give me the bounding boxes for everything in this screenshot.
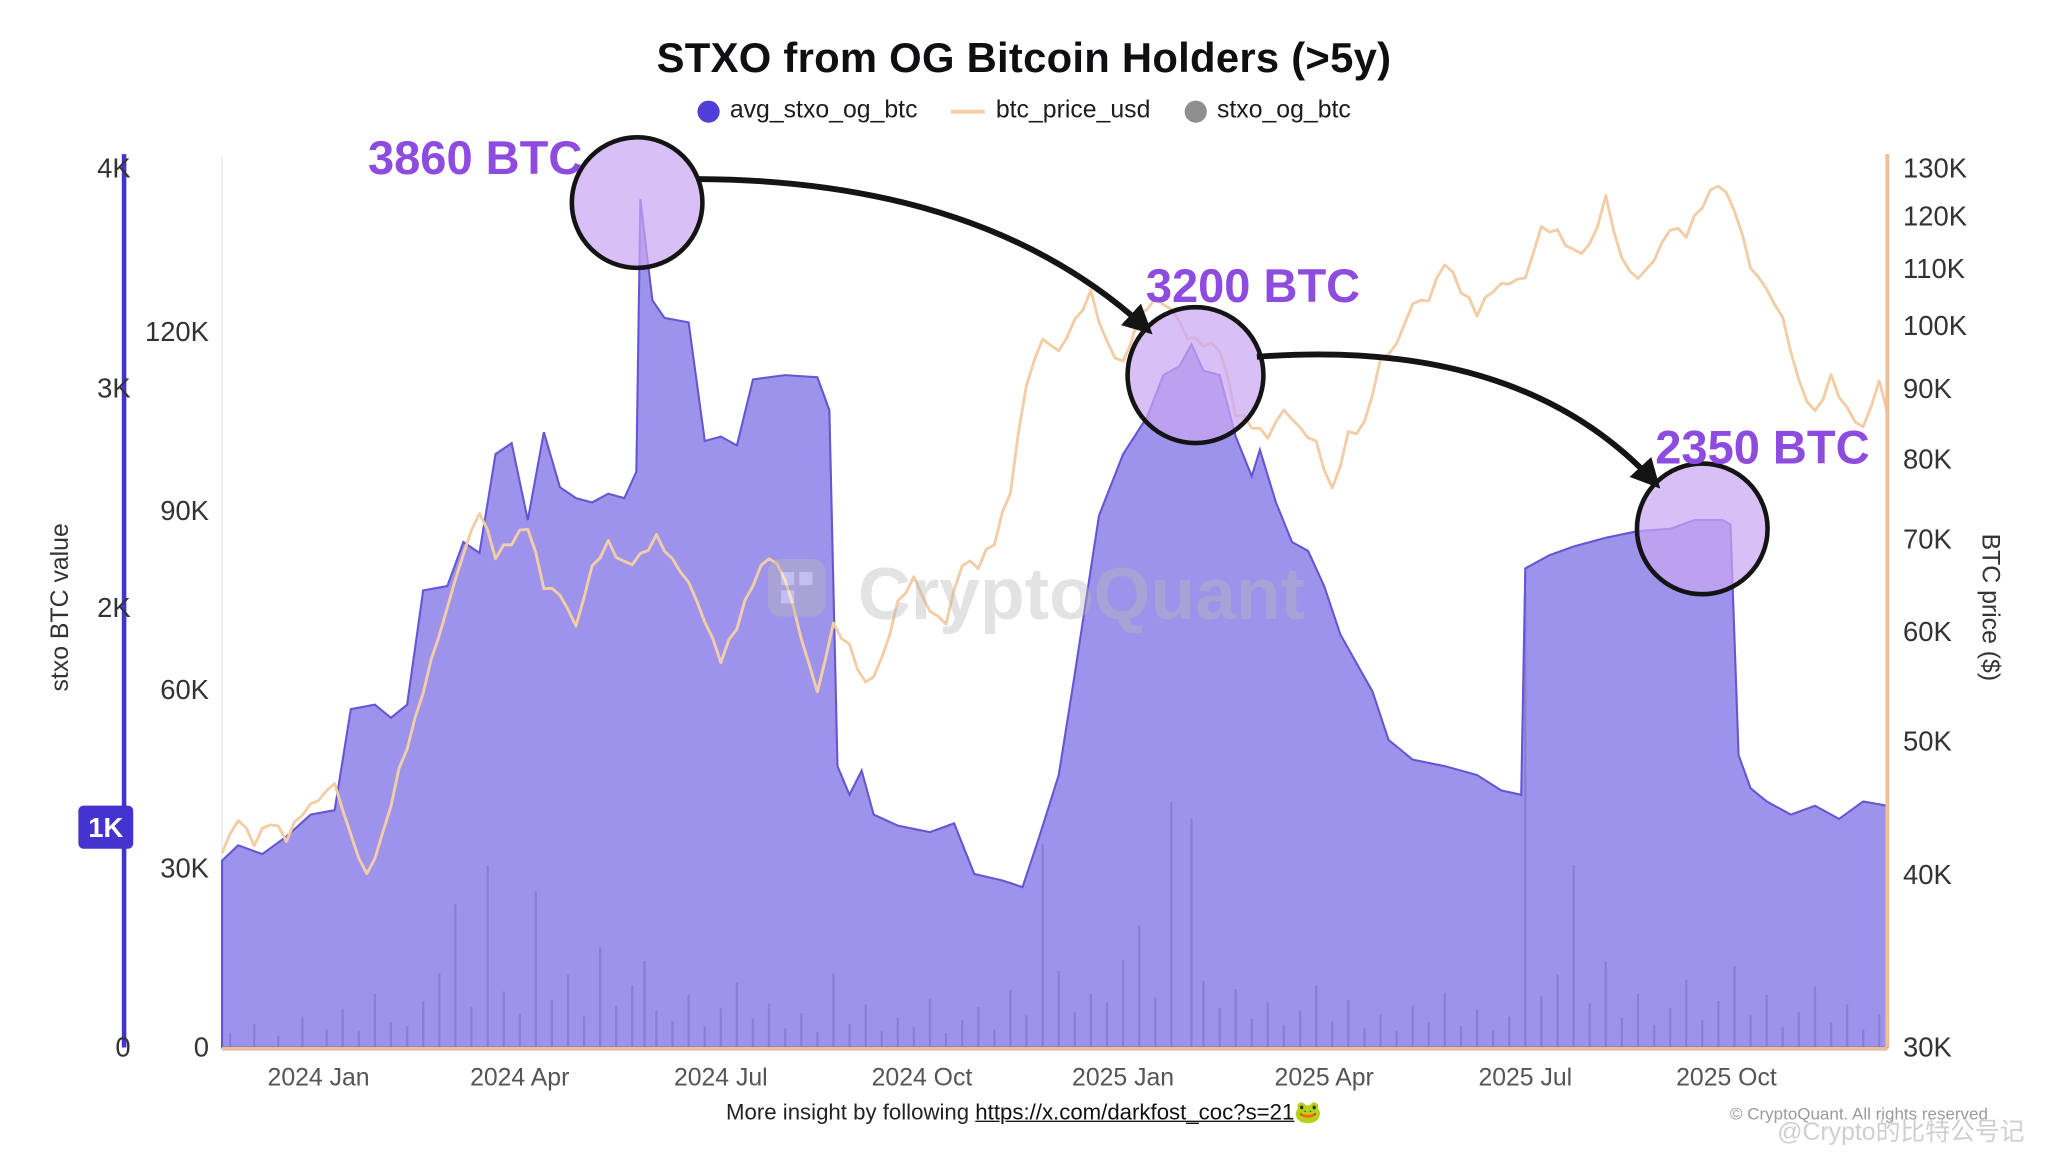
annotation-arrow-1	[697, 176, 1153, 335]
x-tick-2025-Jul: 2025 Jul	[1478, 1064, 1572, 1091]
frog-emoji: 🐸	[1294, 1099, 1322, 1125]
annotation-label-2: 3200 BTC	[1146, 259, 1360, 312]
annotation-arrow-2	[1256, 351, 1661, 489]
y-right-tick-120K: 120K	[1903, 201, 1967, 232]
legend-dot-marker	[697, 99, 720, 123]
legend-line-marker	[951, 109, 986, 113]
y-right-tick-30K: 30K	[1903, 1032, 1952, 1063]
y-right-tick-70K: 70K	[1903, 524, 1952, 555]
legend-item-avg_stxo_og_btc[interactable]: avg_stxo_og_btc	[697, 97, 917, 126]
legend-label: btc_price_usd	[995, 96, 1151, 125]
legend-dot-marker	[1184, 99, 1207, 123]
annotation-label-1: 3860 BTC	[368, 131, 582, 184]
btc-price-line	[220, 184, 1889, 875]
legend-item-btc_price_usd[interactable]: btc_price_usd	[951, 97, 1150, 126]
y-right-tick-80K: 80K	[1903, 444, 1952, 475]
x-tick-2025-Oct: 2025 Oct	[1676, 1064, 1777, 1091]
y-right-tick-90K: 90K	[1903, 373, 1952, 404]
x-tick-2024-Jul: 2024 Jul	[674, 1064, 768, 1091]
chart-title: STXO from OG Bitcoin Holders (>5y)	[656, 33, 1392, 81]
x-tick-2025-Jan: 2025 Jan	[1072, 1064, 1174, 1091]
y-right-tick-60K: 60K	[1903, 616, 1952, 647]
y-right-tick-130K: 130K	[1903, 153, 1967, 184]
watermark-text: CryptoQuant	[858, 554, 1305, 635]
y-inner-tick-30K: 30K	[160, 853, 209, 884]
left-axis-title: stxo BTC value	[47, 523, 75, 692]
channel-watermark: @Crypto的比特公号记	[1777, 1119, 2025, 1147]
legend-item-stxo_og_btc[interactable]: stxo_og_btc	[1184, 96, 1351, 126]
x-tick-2024-Jan: 2024 Jan	[268, 1064, 370, 1091]
y-tick-2K: 2K	[97, 592, 131, 623]
annotation-circle-3	[1634, 461, 1770, 597]
right-axis-title: BTC price ($)	[1976, 533, 2004, 682]
legend-label: stxo_og_btc	[1216, 96, 1351, 125]
footer-text: More insight by following	[725, 1099, 976, 1125]
avg-stxo-area	[220, 199, 1889, 1049]
legend-label: avg_stxo_og_btc	[729, 96, 918, 125]
y-tick-1K: 1K	[88, 812, 123, 843]
y-tick-4K: 4K	[97, 153, 131, 184]
y-right-tick-40K: 40K	[1903, 859, 1952, 890]
y-right-tick-100K: 100K	[1903, 310, 1967, 341]
annotation-circle-2	[1125, 304, 1266, 446]
annotation-label-3: 2350 BTC	[1655, 421, 1869, 474]
y-tick-0: 0	[115, 1032, 130, 1063]
y-inner-tick-120K: 120K	[145, 316, 209, 347]
y-right-tick-50K: 50K	[1903, 725, 1952, 756]
footer-note: More insight by following https://x.com/…	[0, 1100, 2048, 1126]
legend: avg_stxo_og_btc btc_price_usd stxo_og_btc	[0, 97, 2048, 126]
x-tick-2025-Apr: 2025 Apr	[1275, 1064, 1374, 1091]
x-tick-2024-Oct: 2024 Oct	[872, 1064, 973, 1091]
footer-link[interactable]: https://x.com/darkfost_coc?s=21	[975, 1099, 1295, 1125]
y-tick-3K: 3K	[97, 372, 131, 403]
y-inner-tick-60K: 60K	[160, 674, 209, 705]
y-right-tick-110K: 110K	[1903, 253, 1965, 284]
y-tick-highlight-bg	[78, 805, 134, 849]
y-inner-tick-0: 0	[194, 1032, 209, 1063]
x-tick-2024-Apr: 2024 Apr	[470, 1064, 569, 1091]
cryptoquant-watermark: CryptoQuant	[767, 554, 1305, 635]
annotation-circle-1	[569, 134, 705, 271]
copyright: © CryptoQuant. All rights reserved	[1730, 1103, 1988, 1124]
y-inner-tick-90K: 90K	[160, 495, 209, 526]
